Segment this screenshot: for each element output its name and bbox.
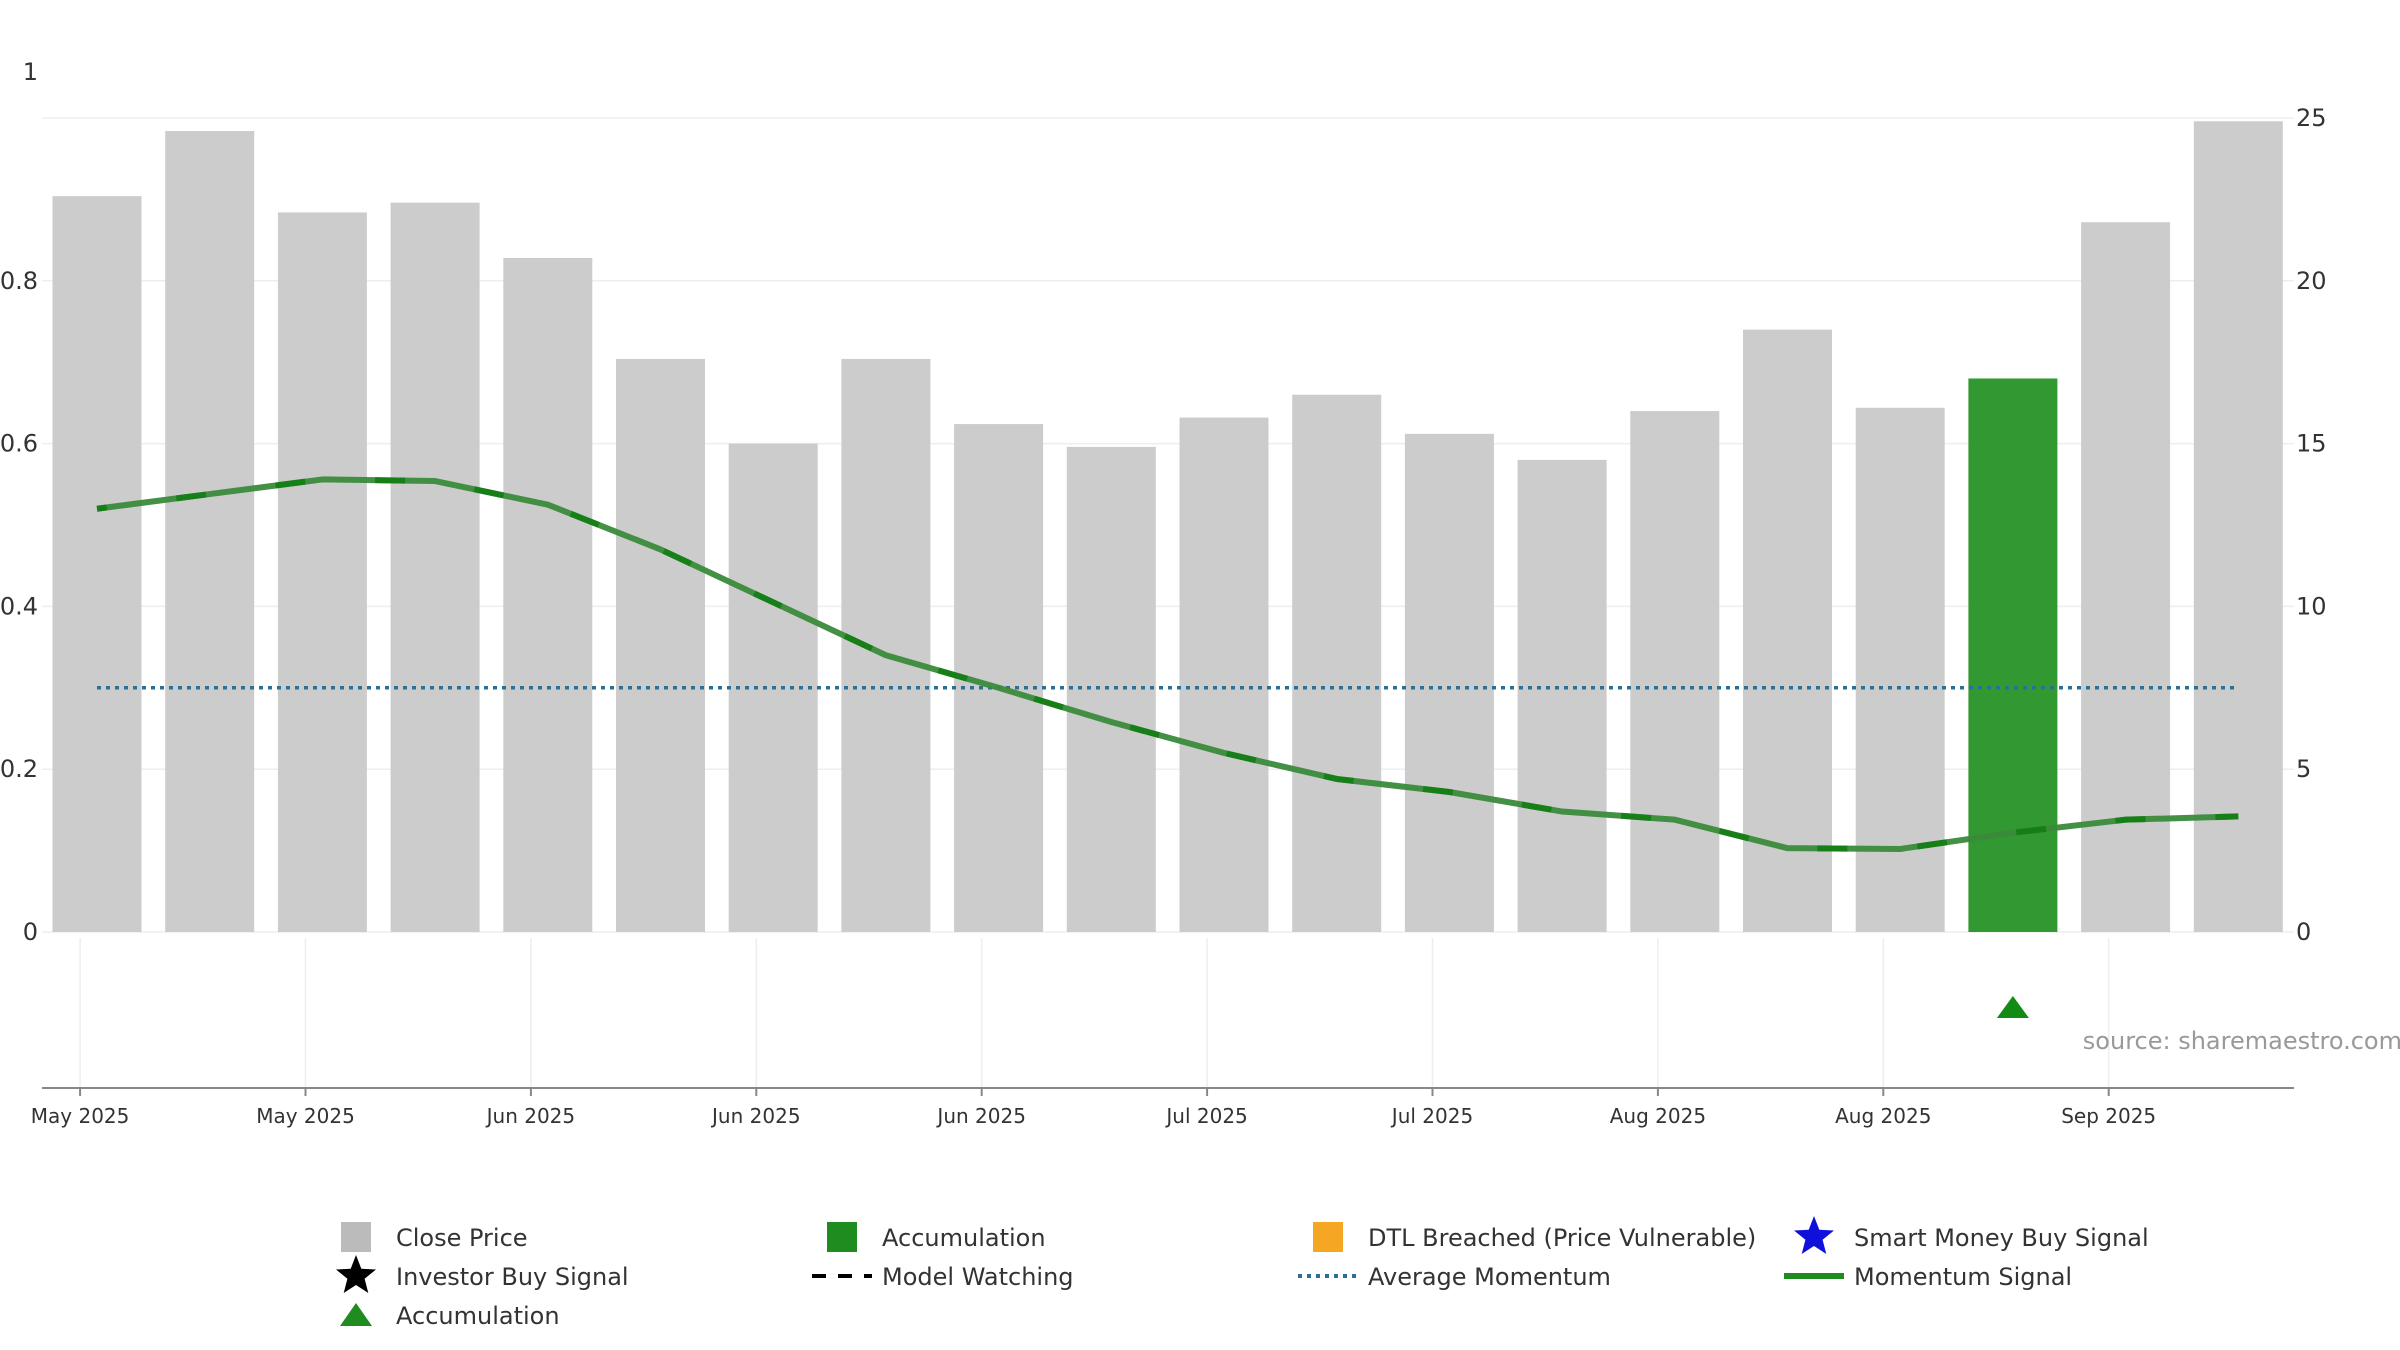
bar-series: [52, 121, 2283, 933]
x-tick-label: Jun 2025: [485, 1104, 576, 1128]
close-price-bar: [1292, 394, 1382, 932]
left-y-tick-label: 0.6: [0, 430, 38, 458]
legend-symbol-close: [341, 1222, 371, 1252]
legend-label-accum_bar: Accumulation: [882, 1224, 1046, 1252]
x-tick-label: Aug 2025: [1835, 1104, 1931, 1128]
legend-symbol-accum_tri: [340, 1303, 372, 1326]
legend-label-close: Close Price: [396, 1224, 528, 1252]
close-price-bar: [1517, 459, 1607, 932]
legend-label-smart: Smart Money Buy Signal: [1854, 1224, 2149, 1252]
right-y-tick-label: 5: [2296, 755, 2311, 783]
momentum-signal-path: [96, 476, 2239, 852]
accumulation-bar: [1968, 378, 2058, 933]
close-price-bar: [1630, 411, 1720, 932]
close-price-bar: [1404, 433, 1494, 932]
close-price-bar: [1855, 407, 1945, 932]
right-y-tick-label: 20: [2296, 267, 2327, 295]
left-y-tick-label: 1: [23, 58, 38, 86]
close-price-bar: [165, 131, 255, 933]
legend-label-investor: Investor Buy Signal: [396, 1263, 629, 1291]
x-tick-label: May 2025: [31, 1104, 130, 1128]
close-price-bar: [503, 258, 593, 932]
signal-panel: [1996, 996, 2029, 1018]
x-tick-label: Aug 2025: [1610, 1104, 1706, 1128]
right-y-tick-label: 25: [2296, 104, 2327, 132]
source-label: source: sharemaestro.com: [2083, 1027, 2400, 1055]
close-price-bar: [2081, 222, 2171, 932]
x-tick-label: Jul 2025: [1164, 1104, 1247, 1128]
close-price-bar: [277, 212, 367, 932]
close-price-bar: [841, 358, 931, 933]
x-axis: May 2025 May 2025 Jun 2025 Jun 2025 Jun 2025…: [31, 1087, 2294, 1128]
right-y-tick-label: 10: [2296, 592, 2327, 620]
x-tick-label: Sep 2025: [2061, 1104, 2156, 1128]
legend-label-avg: Average Momentum: [1368, 1263, 1611, 1291]
x-tick-label: Jun 2025: [935, 1104, 1026, 1128]
momentum-signal-line: [96, 476, 2239, 852]
grid-lines: [42, 117, 2294, 1088]
legend-symbol-smart: [1794, 1216, 1834, 1254]
legend-label-accum_tri: Accumulation: [396, 1302, 560, 1330]
accumulation-marker: [1996, 996, 2029, 1018]
left-y-tick-label: 0.4: [0, 592, 38, 620]
left-y-tick-label: 0: [23, 918, 38, 946]
close-price-bar: [1743, 329, 1832, 932]
legend-label-mom: Momentum Signal: [1854, 1263, 2072, 1291]
close-price-bar: [52, 196, 142, 933]
legend-label-dtl: DTL Breached (Price Vulnerable): [1368, 1224, 1756, 1252]
close-price-bar: [1179, 417, 1269, 932]
x-tick-label: Jul 2025: [1390, 1104, 1473, 1128]
right-y-tick-label: 15: [2296, 430, 2327, 458]
right-y-axis: 0 5 10 15 20 25: [2296, 104, 2327, 946]
close-price-bar: [2193, 121, 2283, 933]
left-y-tick-label: 0.2: [0, 755, 38, 783]
legend-label-watch: Model Watching: [882, 1263, 1074, 1291]
right-y-tick-label: 0: [2296, 918, 2311, 946]
left-y-tick-label: 0.8: [0, 267, 38, 295]
close-price-bar: [616, 358, 705, 933]
legend-symbol-accum_bar: [827, 1222, 857, 1252]
legend-symbol-dtl: [1313, 1222, 1343, 1252]
x-tick-label: Jun 2025: [710, 1104, 801, 1128]
x-tick-label: May 2025: [256, 1104, 355, 1128]
close-price-bar: [390, 202, 480, 932]
legend-symbol-investor: [336, 1255, 376, 1293]
legend: Close Price Accumulation DTL Breached (Pri…: [336, 1216, 2149, 1330]
left-y-axis: 0 0.2 0.4 0.6 0.8 1: [0, 58, 38, 946]
